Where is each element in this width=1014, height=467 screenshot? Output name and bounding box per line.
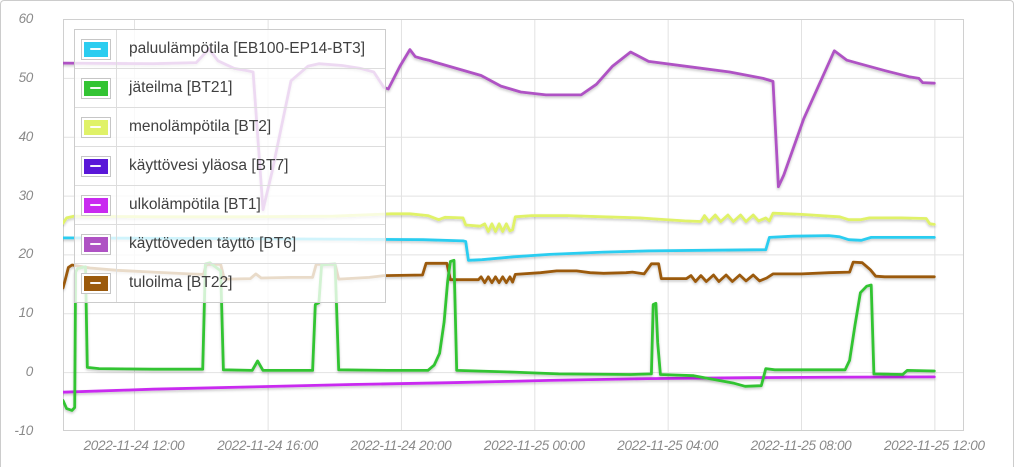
y-tick-label: -10 — [14, 423, 33, 438]
legend-swatch — [80, 116, 111, 138]
legend-dash-icon — [90, 281, 101, 285]
y-tick-label: 60 — [18, 11, 34, 26]
legend-swatch — [80, 194, 111, 216]
legend-swatch — [80, 272, 111, 294]
y-tick-label: 0 — [25, 364, 34, 380]
series-line-j-teilma-bt21- — [63, 258, 936, 412]
y-tick-label: 40 — [18, 128, 34, 144]
y-tick-label: 30 — [18, 187, 34, 203]
legend-label: ulkolämpötila [BT1] — [129, 196, 261, 213]
legend-item[interactable]: menolämpötila [BT2] — [75, 107, 385, 146]
legend-dash-icon — [90, 242, 101, 246]
x-tick-label: 2022-11-25 12:00 — [883, 438, 985, 453]
legend-swatch-color — [83, 119, 108, 135]
x-tick-label: 2022-11-24 12:00 — [83, 438, 185, 453]
legend-swatch-color — [83, 275, 108, 291]
legend-label: tuloilma [BT22] — [129, 274, 233, 291]
legend-swatch-color — [83, 80, 108, 96]
legend-item[interactable]: tuloilma [BT22] — [75, 263, 385, 302]
legend-swatch-cell — [75, 147, 117, 185]
legend-swatch — [80, 155, 111, 177]
legend-swatch-color — [83, 158, 108, 174]
legend-dash-icon — [90, 203, 101, 207]
legend-dash-icon — [90, 164, 101, 168]
legend-swatch — [80, 38, 111, 60]
x-tick-label: 2022-11-25 00:00 — [483, 438, 585, 453]
legend: paluulämpötila [EB100-EP14-BT3] jäteilma … — [74, 29, 386, 303]
legend-item[interactable]: jäteilma [BT21] — [75, 68, 385, 107]
legend-item[interactable]: ulkolämpötila [BT1] — [75, 185, 385, 224]
x-tick-label: 2022-11-24 16:00 — [217, 438, 318, 453]
x-tick-label: 2022-11-24 20:00 — [350, 438, 452, 453]
plot-border — [63, 19, 964, 431]
legend-swatch — [80, 77, 111, 99]
legend-label: menolämpötila [BT2] — [129, 118, 272, 135]
legend-swatch-cell — [75, 225, 117, 263]
series-line-menol-mp-tila-bt2- — [63, 211, 936, 233]
series-line-paluul-mp-tila-eb100-ep14-bt3- — [63, 234, 936, 262]
x-tick-label: 2022-11-25 08:00 — [750, 438, 852, 453]
legend-label: käyttövesi yläosa [BT7] — [129, 157, 289, 174]
legend-swatch — [80, 233, 111, 255]
legend-swatch-cell — [75, 264, 117, 302]
y-tick-label: 50 — [18, 69, 34, 85]
legend-dash-icon — [90, 125, 101, 129]
legend-dash-icon — [90, 86, 101, 90]
legend-swatch-cell — [75, 30, 117, 68]
y-tick-label: 10 — [18, 305, 34, 321]
legend-item[interactable]: käyttöveden täyttö [BT6] — [75, 224, 385, 263]
legend-swatch-cell — [75, 186, 117, 224]
x-tick-label: 2022-11-25 04:00 — [617, 438, 719, 453]
legend-swatch-cell — [75, 69, 117, 107]
legend-dash-icon — [90, 47, 101, 51]
legend-swatch-cell — [75, 108, 117, 146]
legend-item[interactable]: paluulämpötila [EB100-EP14-BT3] — [75, 30, 385, 68]
legend-label: paluulämpötila [EB100-EP14-BT3] — [129, 40, 366, 57]
series-line-ulkol-mp-tila-bt1- — [63, 375, 936, 394]
legend-swatch-color — [83, 41, 108, 57]
y-tick-label: 20 — [18, 246, 34, 262]
legend-swatch-color — [83, 236, 108, 252]
legend-label: käyttöveden täyttö [BT6] — [129, 235, 297, 252]
legend-swatch-color — [83, 197, 108, 213]
legend-label: jäteilma [BT21] — [129, 79, 233, 96]
legend-item[interactable]: käyttövesi yläosa [BT7] — [75, 146, 385, 185]
